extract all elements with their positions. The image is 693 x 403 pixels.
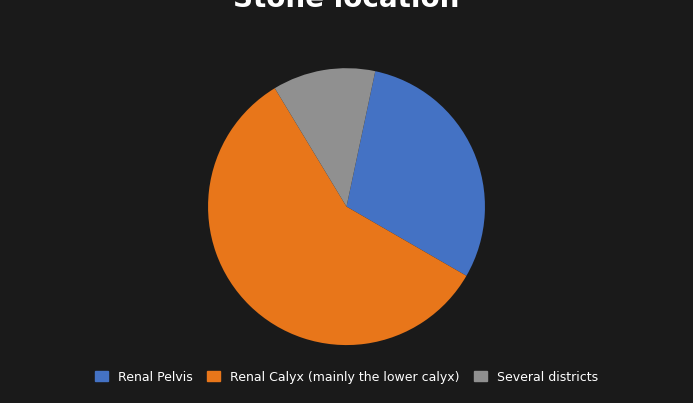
Circle shape — [19, 11, 674, 392]
Circle shape — [257, 150, 436, 253]
Circle shape — [168, 98, 525, 305]
Circle shape — [11, 6, 682, 397]
Circle shape — [145, 84, 548, 319]
Circle shape — [152, 89, 541, 314]
Circle shape — [123, 71, 570, 332]
Circle shape — [198, 115, 495, 288]
Title: Stone location: Stone location — [234, 0, 459, 13]
Wedge shape — [275, 68, 376, 207]
Circle shape — [279, 162, 414, 241]
Circle shape — [205, 119, 488, 284]
Ellipse shape — [217, 192, 476, 239]
Circle shape — [33, 19, 660, 384]
Circle shape — [130, 76, 563, 327]
Circle shape — [272, 158, 421, 245]
Circle shape — [249, 145, 444, 258]
Circle shape — [160, 93, 533, 310]
Circle shape — [100, 58, 593, 345]
Circle shape — [63, 37, 630, 366]
Circle shape — [85, 50, 608, 353]
Circle shape — [71, 41, 622, 362]
Circle shape — [227, 132, 466, 271]
Circle shape — [115, 67, 578, 336]
Wedge shape — [208, 88, 466, 345]
Circle shape — [108, 63, 585, 340]
Circle shape — [49, 28, 644, 375]
Circle shape — [212, 123, 481, 280]
Circle shape — [190, 110, 503, 293]
Circle shape — [78, 46, 615, 357]
Circle shape — [138, 80, 555, 323]
Legend: Renal Pelvis, Renal Calyx (mainly the lower calyx), Several districts: Renal Pelvis, Renal Calyx (mainly the lo… — [90, 366, 603, 388]
Circle shape — [265, 154, 428, 249]
Circle shape — [182, 106, 511, 297]
Circle shape — [235, 137, 458, 266]
Circle shape — [242, 141, 451, 262]
Circle shape — [175, 102, 518, 301]
Circle shape — [220, 128, 473, 275]
Circle shape — [55, 32, 638, 371]
Circle shape — [26, 15, 667, 388]
Circle shape — [41, 24, 652, 379]
Circle shape — [3, 2, 690, 401]
Circle shape — [93, 54, 600, 349]
Wedge shape — [346, 71, 485, 276]
